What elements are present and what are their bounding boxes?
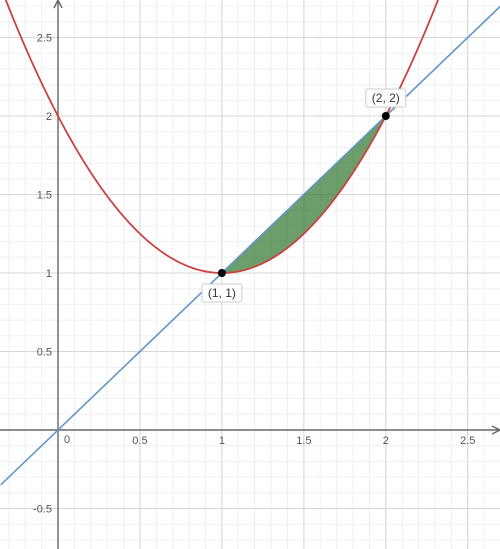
x-tick-label: 2.5 [460, 435, 475, 447]
x-tick-label: 1.5 [296, 435, 311, 447]
y-tick-label: 0.5 [37, 347, 52, 359]
point-label: (2, 2) [372, 91, 400, 105]
intersection-point [218, 269, 226, 277]
origin-label: 0 [64, 434, 70, 446]
x-tick-label: 1 [219, 435, 225, 447]
intersection-point [382, 112, 390, 120]
y-tick-label: 2.5 [37, 33, 52, 45]
chart-container: 0.5 1 1.5 2 2.5 -0.5 0.5 1 1.5 2 2.5 0 (1, 1) (2, 2) [0, 0, 500, 549]
plot-background [0, 0, 500, 549]
point-label: (1, 1) [208, 286, 236, 300]
x-tick-label: 0.5 [132, 435, 147, 447]
y-tick-label: 1 [46, 268, 52, 280]
y-tick-label: 2 [46, 111, 52, 123]
chart-plot: 0.5 1 1.5 2 2.5 -0.5 0.5 1 1.5 2 2.5 0 (1, 1) (2, 2) [0, 0, 500, 549]
x-tick-label: 2 [383, 435, 389, 447]
y-tick-label: -0.5 [33, 504, 52, 516]
y-tick-label: 1.5 [37, 190, 52, 202]
